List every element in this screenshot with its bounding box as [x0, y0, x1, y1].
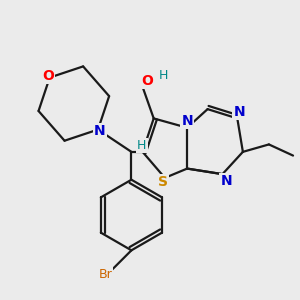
Text: H: H: [137, 139, 146, 152]
Text: N: N: [94, 124, 106, 138]
Text: N: N: [233, 105, 245, 119]
Text: O: O: [42, 69, 54, 83]
Text: H: H: [158, 69, 168, 82]
Text: N: N: [220, 174, 232, 188]
Text: N: N: [181, 114, 193, 128]
Text: S: S: [158, 175, 168, 189]
Text: Br: Br: [98, 268, 112, 281]
Text: O: O: [141, 74, 153, 88]
